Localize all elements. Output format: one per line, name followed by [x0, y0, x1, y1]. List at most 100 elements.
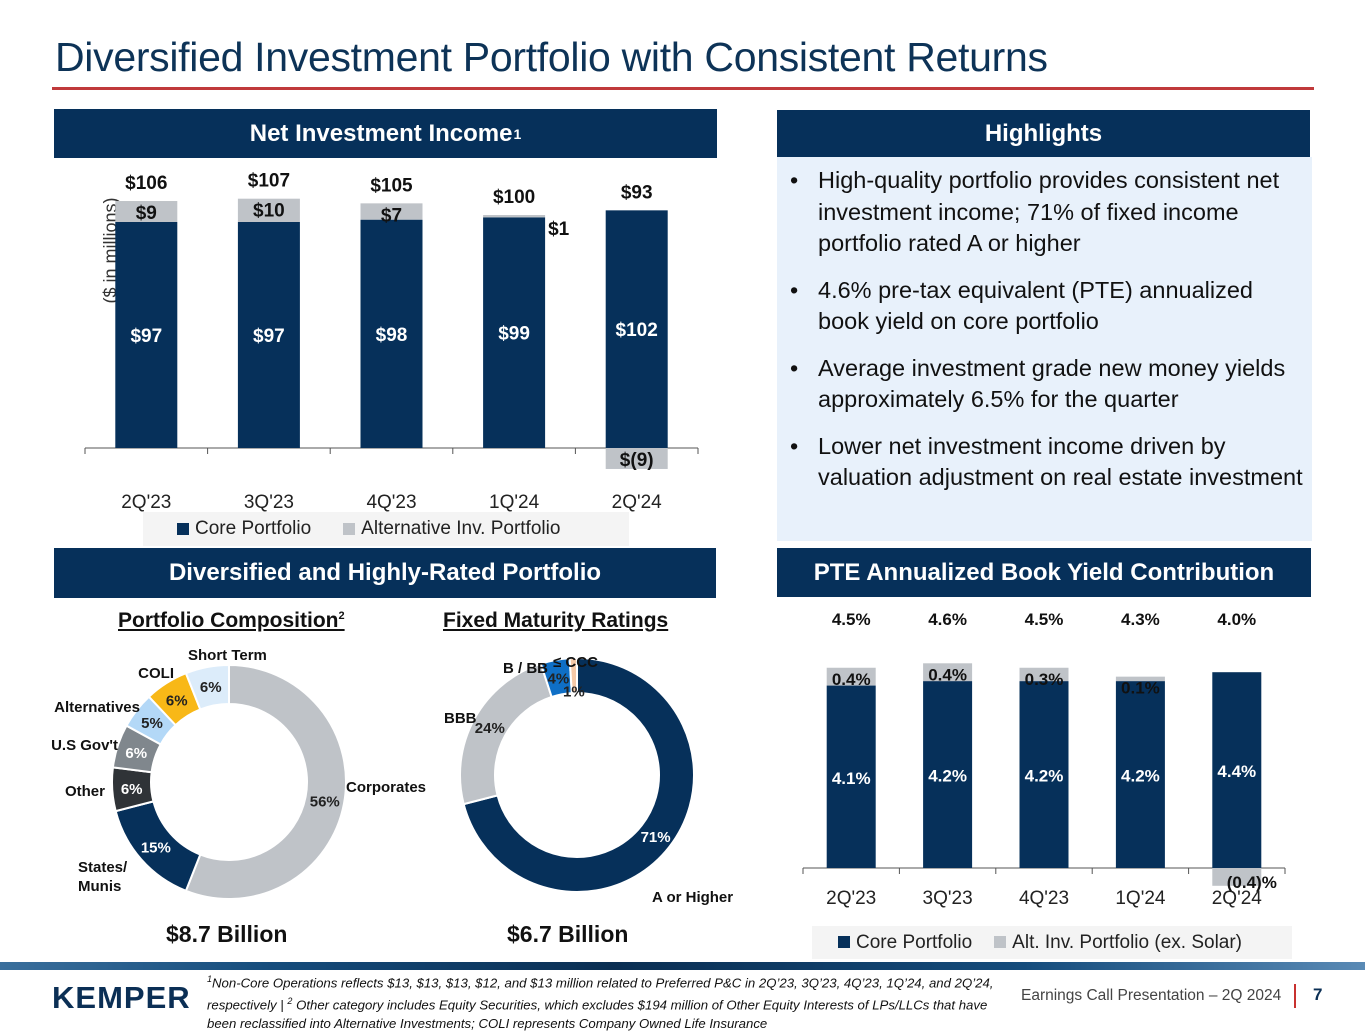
bar-core — [483, 217, 546, 448]
slice-category-label: COLI — [138, 665, 174, 682]
bar-core — [826, 685, 876, 868]
bar-alt — [605, 448, 668, 469]
footnote-mark: 2 — [287, 996, 293, 1007]
composition-total: $8.7 Billion — [166, 921, 288, 947]
slice-value-label: 6% — [200, 679, 222, 696]
legend-item-alt: Alternative Inv. Portfolio — [343, 518, 560, 540]
legend-label: Core Portfolio — [195, 518, 312, 539]
bar-alt — [1019, 667, 1069, 682]
legend-item-core: Core Portfolio — [177, 518, 311, 540]
slice-value-label: 24% — [475, 720, 505, 737]
bar-core-label: 4.2% — [1025, 767, 1064, 786]
bar-alt-label: $(9) — [620, 450, 654, 471]
slice-category-label: Corporates — [346, 779, 426, 796]
slice-value-label: 5% — [141, 715, 163, 732]
bar-alt-label: $10 — [253, 201, 285, 222]
x-tick-label: 2Q'23 — [121, 492, 171, 513]
highlights-section-header: Highlights — [777, 110, 1310, 157]
bar-core — [1019, 681, 1069, 868]
bar-core-label: 4.1% — [832, 769, 871, 788]
presentation-label: Earnings Call Presentation – 2Q 2024 — [1021, 987, 1282, 1004]
bar-core-label: 4.2% — [928, 767, 967, 786]
bar-total-label: 4.3% — [1121, 610, 1160, 629]
bar-total-label: $100 — [493, 187, 535, 208]
x-tick-label: 2Q'24 — [612, 492, 663, 513]
bar-alt-label: $7 — [381, 205, 402, 226]
slice-category-label: B / BB — [503, 660, 548, 677]
ratings-total: $6.7 Billion — [507, 921, 629, 947]
bar-core-label: $98 — [376, 325, 408, 346]
x-tick-label: 1Q'24 — [1115, 888, 1166, 909]
bar-core-label: $97 — [253, 326, 285, 347]
page-divider — [1294, 984, 1296, 1008]
bar-total-label: $106 — [125, 173, 167, 194]
bar-core — [605, 210, 668, 448]
slice-category-label: A or Higher — [652, 889, 733, 906]
diversified-title: Diversified and Highly-Rated Portfolio — [168, 559, 602, 586]
composition-title: Portfolio Composition2 — [118, 609, 345, 633]
legend-label: Core Portfolio — [856, 931, 973, 953]
composition-title-text: Portfolio Composition — [118, 609, 339, 632]
slice-category-label: BBB — [444, 710, 477, 727]
bar-alt — [483, 215, 546, 218]
page-title: Diversified Investment Portfolio with Co… — [55, 34, 1048, 80]
slice-value-label: 4% — [548, 670, 570, 687]
slice-category-label: Alternatives — [54, 699, 140, 716]
legend-swatch-core — [838, 936, 850, 949]
nii-section-title: Net Investment Income — [249, 119, 513, 147]
bar-alt — [1115, 676, 1165, 682]
slice-category-label: Other — [65, 783, 105, 800]
bar-core — [237, 221, 300, 448]
nii-legend: Core Portfolio Alternative Inv. Portfoli… — [143, 512, 629, 546]
slice-value-label: 6% — [166, 693, 188, 710]
slice-value-label: 6% — [121, 781, 143, 798]
bar-total-label: 4.6% — [928, 610, 967, 629]
donut-slice — [568, 656, 578, 695]
bar-total-label: 4.5% — [832, 610, 871, 629]
bar-alt-label: (0.4)% — [1227, 873, 1277, 892]
x-tick-label: 4Q'23 — [366, 492, 416, 513]
slice-value-label: 71% — [641, 829, 671, 846]
x-tick-label: 3Q'23 — [923, 888, 973, 909]
diversified-section-header: Diversified and Highly-Rated Portfolio — [54, 548, 716, 598]
footnote-mark: 1 — [513, 125, 522, 142]
legend-label: Alt. Inv. Portfolio (ex. Solar) — [1012, 931, 1243, 953]
bar-alt-label: 0.1% — [1121, 679, 1160, 698]
x-tick-label: 3Q'23 — [244, 492, 294, 513]
slice-category-label: States/ — [78, 859, 128, 876]
x-tick-label: 2Q'24 — [1212, 888, 1263, 909]
slice-category-label: U.S Gov't — [51, 737, 118, 754]
pte-chart: 4.1% 0.4% 4.5% 2Q'23 4.2% 0.4% 4.6% 3Q'23 4.2% 0.… — [802, 610, 1286, 909]
bar-total-label: $107 — [248, 171, 290, 192]
slice-value-label: 6% — [125, 745, 147, 762]
highlight-item: 4.6% pre-tax equivalent (PTE) annualized… — [787, 275, 1307, 338]
bar-alt — [360, 203, 423, 220]
footnotes: 1Non-Core Operations reflects $13, $13, … — [207, 970, 1017, 1033]
highlight-item: High-quality portfolio provides consiste… — [787, 165, 1307, 260]
bar-core — [115, 221, 178, 448]
slice-value-label: 1% — [563, 684, 585, 701]
ratings-title: Fixed Maturity Ratings — [443, 609, 669, 632]
bar-alt — [923, 663, 973, 682]
bar-core-label: 4.4% — [1217, 762, 1256, 781]
x-tick-label: 1Q'24 — [489, 492, 540, 513]
footnote-2: Other category includes Equity Securitie… — [207, 997, 988, 1031]
legend-swatch-alt — [343, 522, 356, 535]
highlights-panel: High-quality portfolio provides consiste… — [777, 157, 1312, 541]
bar-alt — [1212, 868, 1262, 886]
slice-value-label: 15% — [141, 839, 171, 856]
legend-item-alt: Alt. Inv. Portfolio (ex. Solar) — [994, 932, 1242, 954]
bar-alt-label: $1 — [548, 219, 570, 240]
bar-total-label: $93 — [621, 182, 653, 203]
x-tick-label: 2Q'23 — [826, 888, 876, 909]
legend-swatch-alt — [994, 936, 1007, 949]
bar-core-label: $99 — [498, 324, 530, 345]
legend-item-core: Core Portfolio — [838, 932, 972, 954]
nii-section-header: Net Investment Income 1 — [54, 109, 717, 158]
bar-core — [923, 681, 973, 868]
bar-core — [360, 219, 423, 448]
highlight-item: Lower net investment income driven by va… — [787, 431, 1307, 494]
bar-alt-label: 0.4% — [832, 670, 871, 689]
bar-alt — [237, 198, 300, 222]
footnote-mark: 1 — [207, 974, 213, 984]
